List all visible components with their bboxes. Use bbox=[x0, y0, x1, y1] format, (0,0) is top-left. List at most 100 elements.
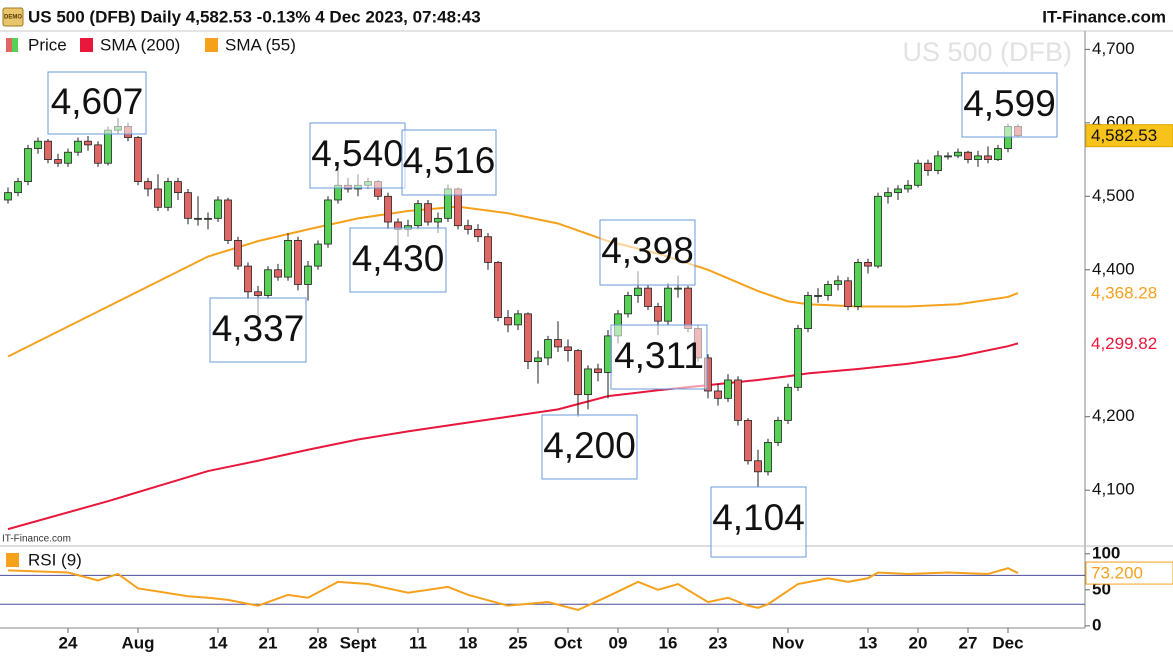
candle-body bbox=[874, 195, 882, 267]
candle-body bbox=[904, 184, 912, 190]
x-tick-label: Oct bbox=[554, 633, 583, 652]
candle-body bbox=[544, 339, 552, 359]
x-tick-label: 14 bbox=[209, 633, 228, 652]
price-tag: 4,299.82 bbox=[1091, 334, 1157, 353]
candle-body bbox=[974, 155, 982, 160]
candle-body bbox=[564, 346, 572, 351]
candle-body bbox=[554, 339, 562, 348]
annotation-box bbox=[401, 129, 497, 196]
y-tick-label: 4,400 bbox=[1092, 259, 1135, 278]
candle-body bbox=[664, 287, 672, 322]
watermark: US 500 (DFB) bbox=[902, 37, 1072, 67]
price-tag-box bbox=[1085, 331, 1173, 355]
candle-body bbox=[644, 287, 652, 307]
candle-body bbox=[234, 239, 242, 267]
candle-body bbox=[414, 203, 422, 227]
candle-body bbox=[524, 313, 532, 362]
legend: Price SMA (200) SMA (55) RSI (9) bbox=[6, 35, 296, 569]
price-tag-box bbox=[1085, 124, 1173, 148]
candle-body bbox=[824, 284, 832, 296]
candle-body bbox=[154, 188, 162, 208]
candle-body bbox=[754, 460, 762, 473]
candle-body bbox=[14, 181, 22, 194]
candle-body bbox=[274, 269, 282, 278]
annotation-box bbox=[349, 227, 447, 293]
annotation-box bbox=[710, 486, 807, 558]
candle-body bbox=[164, 181, 172, 208]
candle-body bbox=[484, 236, 492, 263]
annotation: 4,200 bbox=[543, 425, 636, 466]
candle-body bbox=[794, 328, 802, 388]
candle-body bbox=[764, 442, 772, 473]
candle-body bbox=[4, 192, 12, 201]
candle-body bbox=[474, 228, 482, 238]
candle-body bbox=[574, 350, 582, 396]
candle-body bbox=[854, 262, 862, 307]
annotation: 4,607 bbox=[51, 81, 144, 122]
candle-body bbox=[84, 140, 92, 146]
chart-title: US 500 (DFB) Daily 4,582.53 -0.13% 4 Dec… bbox=[28, 7, 481, 26]
candle-body bbox=[314, 243, 322, 267]
candle-body bbox=[244, 265, 252, 293]
annotation-box bbox=[599, 219, 696, 286]
candle-body bbox=[194, 217, 202, 220]
candle-body bbox=[884, 192, 892, 197]
candle-body bbox=[434, 217, 442, 223]
candle-body bbox=[264, 269, 272, 296]
candle-body bbox=[224, 199, 232, 241]
candle-body bbox=[94, 144, 102, 164]
badge-box bbox=[2, 7, 24, 27]
candle-body bbox=[744, 419, 752, 462]
footer-source: IT-Finance.com bbox=[2, 534, 71, 545]
price-tag-box bbox=[1085, 561, 1173, 585]
candle-body bbox=[494, 262, 502, 318]
x-tick-label: 18 bbox=[459, 633, 478, 652]
annotation-box bbox=[309, 122, 406, 189]
rsi-y-tick-label: 0 bbox=[1092, 615, 1101, 634]
legend-swatch bbox=[205, 38, 218, 52]
candle-body bbox=[214, 199, 222, 219]
candle-body bbox=[174, 181, 182, 194]
candle-body bbox=[994, 148, 1002, 160]
candle-body bbox=[684, 287, 692, 329]
candle-body bbox=[674, 287, 682, 290]
candle-body bbox=[654, 306, 662, 322]
candle-body bbox=[514, 313, 522, 326]
x-tick-label: 23 bbox=[709, 633, 728, 652]
annotation-box bbox=[610, 324, 708, 390]
x-tick-label: 27 bbox=[959, 633, 978, 652]
candle-body bbox=[54, 159, 62, 164]
candle-body bbox=[784, 386, 792, 421]
price-tag: 4,368.28 bbox=[1091, 284, 1157, 303]
rsi-y-tick-label: 100 bbox=[1092, 543, 1120, 562]
annotation-box bbox=[541, 414, 638, 480]
y-tick-label: 4,700 bbox=[1092, 39, 1135, 58]
annotation: 4,104 bbox=[712, 497, 805, 538]
candle-body bbox=[864, 262, 872, 267]
candle-body bbox=[814, 295, 822, 297]
indicator-layer bbox=[0, 205, 1085, 612]
annotation-box bbox=[961, 72, 1058, 138]
x-tick-label: 11 bbox=[409, 633, 427, 652]
x-tick-label: 25 bbox=[509, 633, 528, 652]
annotation: 4,337 bbox=[212, 308, 305, 349]
candle-body bbox=[74, 140, 82, 153]
candle-body bbox=[324, 199, 332, 245]
y-tick-label: 4,200 bbox=[1092, 406, 1135, 425]
candle-body bbox=[934, 155, 942, 171]
candle-body bbox=[914, 162, 922, 186]
x-tick-label: Nov bbox=[772, 633, 805, 652]
annotation: 4,430 bbox=[352, 238, 445, 279]
candle-body bbox=[724, 379, 732, 399]
annotation: 4,599 bbox=[963, 83, 1056, 124]
candle-body bbox=[134, 137, 142, 183]
x-tick-label: 16 bbox=[659, 633, 678, 652]
x-tick-label: 13 bbox=[859, 633, 878, 652]
candle-body bbox=[924, 162, 932, 171]
candle-body bbox=[634, 287, 642, 296]
legend-swatch-up bbox=[12, 38, 18, 52]
legend-label: SMA (55) bbox=[225, 35, 296, 54]
annotation-box bbox=[209, 297, 307, 363]
